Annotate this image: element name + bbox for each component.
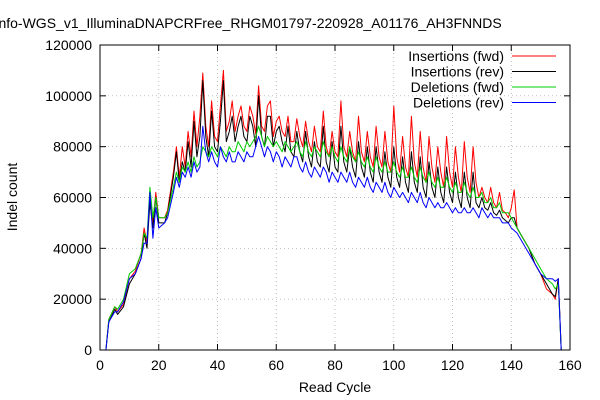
series-layer — [105, 69, 562, 351]
y-tick-label: 80000 — [53, 139, 92, 155]
series-line — [105, 69, 562, 351]
y-axis-label: Indel count — [4, 163, 20, 232]
x-tick-label: 0 — [96, 357, 104, 373]
y-tick-label: 40000 — [53, 240, 92, 256]
x-tick-label: 20 — [151, 357, 167, 373]
y-tick-label: 0 — [84, 342, 92, 358]
x-tick-label: 160 — [558, 357, 582, 373]
y-tick-label: 20000 — [53, 291, 92, 307]
legend-label: Insertions (rev) — [411, 64, 504, 80]
legend-label: Insertions (fwd) — [408, 48, 504, 64]
x-tick-label: 60 — [268, 357, 284, 373]
legend: Insertions (fwd)Insertions (rev)Deletion… — [408, 48, 556, 111]
x-tick-label: 40 — [210, 357, 226, 373]
series-line — [105, 125, 562, 351]
legend-label: Deletions (fwd) — [411, 79, 504, 95]
y-tick-label: 60000 — [53, 190, 92, 206]
x-axis-label: Read Cycle — [299, 379, 372, 395]
chart-title: _noinfo-WGS_v1_IlluminaDNAPCRFree_RHGM01… — [0, 15, 502, 31]
x-tick-label: 140 — [500, 357, 524, 373]
x-tick-label: 120 — [441, 357, 465, 373]
x-tick-label: 80 — [327, 357, 343, 373]
y-tick-label: 120000 — [45, 37, 92, 53]
series-line — [105, 80, 562, 351]
x-tick-label: 100 — [382, 357, 406, 373]
series-line — [105, 125, 562, 351]
axis-ticks: 0 20000 40000 60000 80000 100000 120000 0 20 40 60… — [45, 37, 582, 373]
y-tick-label: 100000 — [45, 88, 92, 104]
legend-label: Deletions (rev) — [413, 95, 504, 111]
